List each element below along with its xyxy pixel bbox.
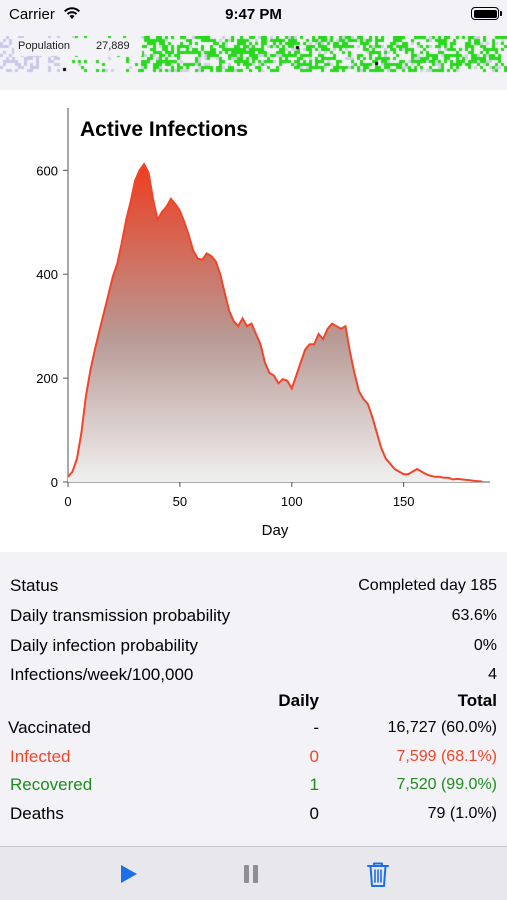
stat-daily: 0	[309, 804, 319, 823]
stat-label: Infections/week/100,000	[10, 665, 194, 684]
x-axis-label: Day	[261, 522, 289, 539]
stat-total: 16,727 (60.0%)	[387, 719, 497, 736]
active-infections-chart: 0 200 400 600 0 50 100 150 Active Infections Da…	[0, 90, 507, 552]
stat-daily: -	[313, 718, 319, 737]
x-tick-label: 150	[393, 494, 415, 509]
chart-title: Active Infections	[80, 118, 249, 141]
y-tick-label: 600	[36, 163, 58, 178]
stat-value: 4	[488, 666, 497, 683]
infection-area	[68, 164, 482, 482]
stat-label: Infected	[10, 747, 71, 766]
bottom-toolbar	[0, 846, 507, 900]
daily-column-header: Daily	[278, 691, 319, 710]
stat-label: Vaccinated	[8, 718, 91, 737]
battery-icon	[471, 7, 502, 20]
stat-value: 0%	[473, 637, 497, 654]
wifi-icon	[63, 6, 81, 25]
infection-line	[67, 162, 483, 483]
stat-total: 79 (1.0%)	[427, 805, 497, 822]
stat-value: Completed day 185	[358, 577, 497, 594]
stat-daily: 1	[309, 775, 319, 794]
stat-value: 63.6%	[451, 607, 497, 624]
y-tick-label: 400	[36, 267, 58, 282]
population-count: 27,889	[96, 40, 130, 52]
play-button[interactable]	[113, 859, 143, 889]
chart-svg: 0 200 400 600 0 50 100 150	[36, 108, 490, 509]
population-label: Population	[18, 40, 70, 52]
stat-label: Recovered	[10, 775, 93, 794]
population-grid: Population 27,889	[0, 30, 507, 90]
x-tick-label: 50	[173, 494, 187, 509]
stat-label: Daily infection probability	[10, 636, 199, 655]
stat-total: 7,599 (68.1%)	[396, 748, 497, 765]
y-tick-label: 0	[51, 475, 58, 490]
clear-button[interactable]	[363, 859, 393, 889]
carrier-label: Carrier	[9, 6, 55, 23]
stats-panel: Status Completed day 185 Daily transmiss…	[0, 552, 507, 846]
population-grid-canvas	[0, 36, 507, 74]
y-tick-label: 200	[36, 371, 58, 386]
x-tick-label: 0	[64, 494, 71, 509]
stat-label: Daily transmission probability	[10, 606, 231, 625]
total-column-header: Total	[457, 691, 497, 710]
clock-time: 9:47 PM	[225, 6, 282, 23]
trash-icon	[367, 862, 389, 887]
stat-label: Status	[10, 576, 59, 595]
stat-label: Deaths	[10, 804, 64, 823]
stat-daily: 0	[309, 747, 319, 766]
status-bar: Carrier 9:47 PM	[0, 0, 507, 30]
stat-total: 7,520 (99.0%)	[396, 776, 497, 793]
pause-button[interactable]	[236, 859, 266, 889]
x-tick-label: 100	[281, 494, 303, 509]
play-icon	[121, 865, 137, 883]
pause-icon	[244, 865, 258, 883]
